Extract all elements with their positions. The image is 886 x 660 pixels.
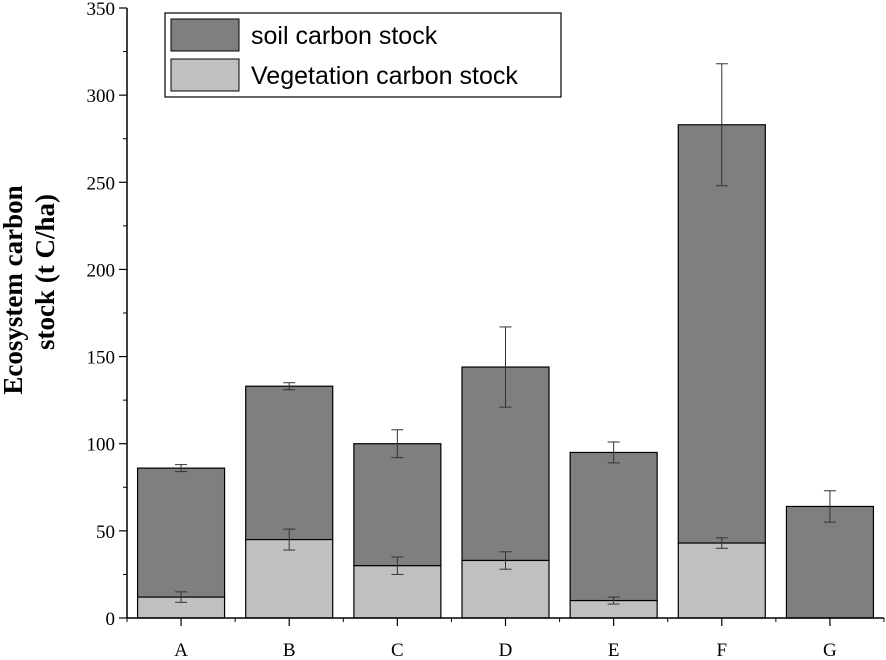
- bar-soil-E: [569, 451, 658, 602]
- y-axis-title-line-2: stock (t C/ha): [30, 194, 60, 350]
- x-tick-label-E: E: [608, 640, 620, 660]
- y-axis-title-line-1: Ecosystem carbon: [0, 185, 28, 394]
- legend: soil carbon stock Vegetation carbon stock: [164, 12, 562, 98]
- bar-vegetation-F: [677, 542, 766, 619]
- bar-soil-C: [353, 443, 442, 567]
- x-tick-label-F: F: [716, 640, 727, 660]
- legend-swatch-soil: [170, 18, 240, 52]
- bars-layer: [136, 124, 875, 619]
- legend-swatch-vegetation: [170, 58, 240, 92]
- error-bars-layer: [175, 63, 836, 605]
- bar-soil-G: [785, 505, 875, 619]
- bar-soil-F: [677, 124, 766, 544]
- y-tick-label-100: 100: [87, 435, 116, 456]
- y-tick-label-250: 250: [87, 173, 116, 194]
- y-tick-label-350: 350: [87, 0, 116, 20]
- y-tick-label-50: 50: [96, 522, 115, 543]
- y-tick-label-0: 0: [106, 609, 116, 630]
- x-tick-label-C: C: [391, 640, 404, 660]
- legend-label-soil: soil carbon stock: [251, 22, 438, 50]
- bar-vegetation-D: [461, 559, 550, 619]
- y-tick-label-200: 200: [87, 260, 116, 281]
- x-tick-label-B: B: [283, 640, 296, 660]
- y-tick-label-300: 300: [87, 86, 116, 107]
- bar-soil-A: [136, 467, 226, 598]
- x-tick-label-A: A: [174, 640, 188, 660]
- axes-layer: 0 50 100 150 200 250 300 350 A B C D E F G: [87, 0, 885, 660]
- bar-vegetation-B: [245, 538, 334, 619]
- x-tick-label-G: G: [823, 640, 837, 660]
- y-tick-label-150: 150: [87, 348, 116, 369]
- bar-soil-B: [245, 385, 334, 541]
- x-tick-label-D: D: [499, 640, 513, 660]
- legend-label-vegetation: Vegetation carbon stock: [251, 62, 518, 90]
